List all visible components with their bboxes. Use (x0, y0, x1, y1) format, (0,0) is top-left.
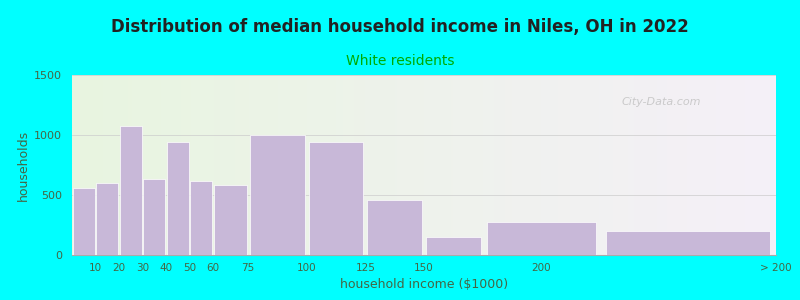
Bar (214, 185, 246, 255)
X-axis label: household income ($1000): household income ($1000) (340, 278, 508, 291)
Text: City-Data.com: City-Data.com (621, 97, 701, 106)
Text: Distribution of median household income in Niles, OH in 2022: Distribution of median household income … (111, 18, 689, 36)
Bar (143, 179, 165, 255)
Bar (309, 142, 363, 255)
Bar (606, 231, 770, 255)
Bar (120, 126, 142, 255)
Bar (367, 200, 422, 255)
Bar (250, 135, 305, 255)
Y-axis label: households: households (17, 129, 30, 201)
Bar (166, 142, 189, 255)
Bar (96, 183, 118, 255)
Bar (486, 222, 596, 255)
Bar (426, 237, 481, 255)
Bar (73, 188, 94, 255)
Bar (190, 181, 212, 255)
Text: White residents: White residents (346, 54, 454, 68)
